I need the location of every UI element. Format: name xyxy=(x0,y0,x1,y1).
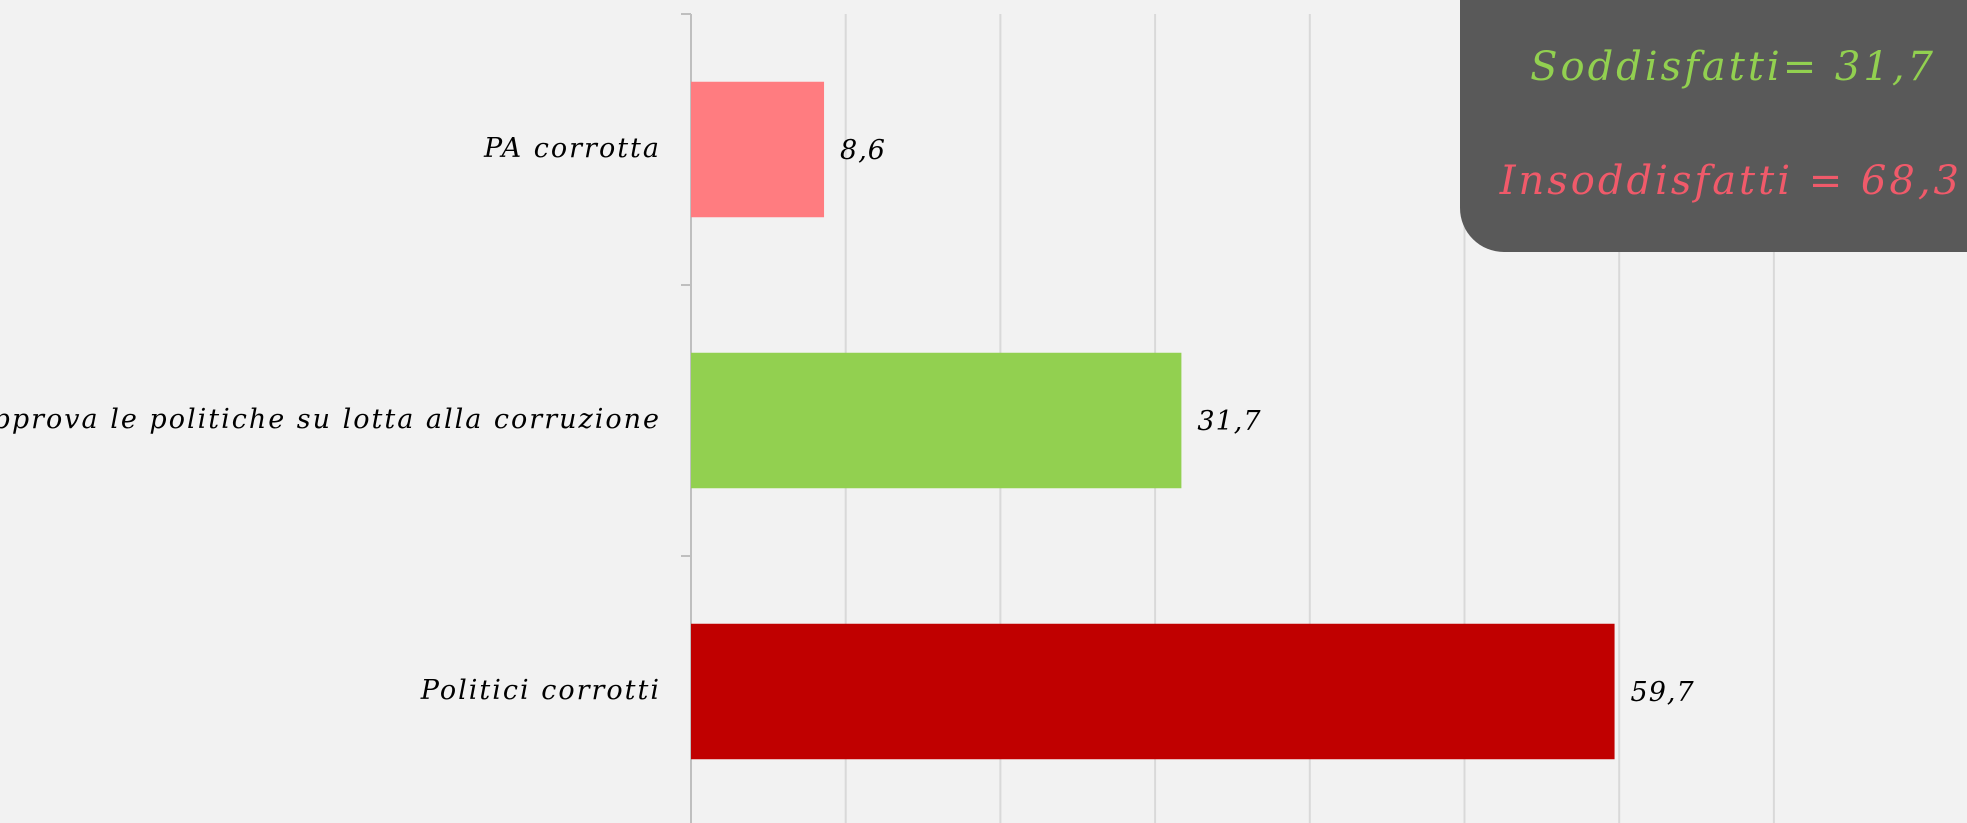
bar xyxy=(691,352,1182,489)
annotation-box xyxy=(1460,0,1967,252)
category-label: PA corrotta xyxy=(483,133,661,164)
bar xyxy=(691,623,1615,760)
data-label: 8,6 xyxy=(840,135,886,166)
data-label: 59,7 xyxy=(1631,677,1695,708)
category-label: Approva le politiche su lotta alla corru… xyxy=(0,404,661,435)
annotation: Insoddisfatti = 68,3 xyxy=(1499,158,1962,204)
category-label: Politici corrotti xyxy=(420,675,661,706)
bar xyxy=(691,81,825,218)
data-label: 31,7 xyxy=(1197,406,1261,437)
annotation: Soddisfatti= 31,7 xyxy=(1530,44,1936,90)
